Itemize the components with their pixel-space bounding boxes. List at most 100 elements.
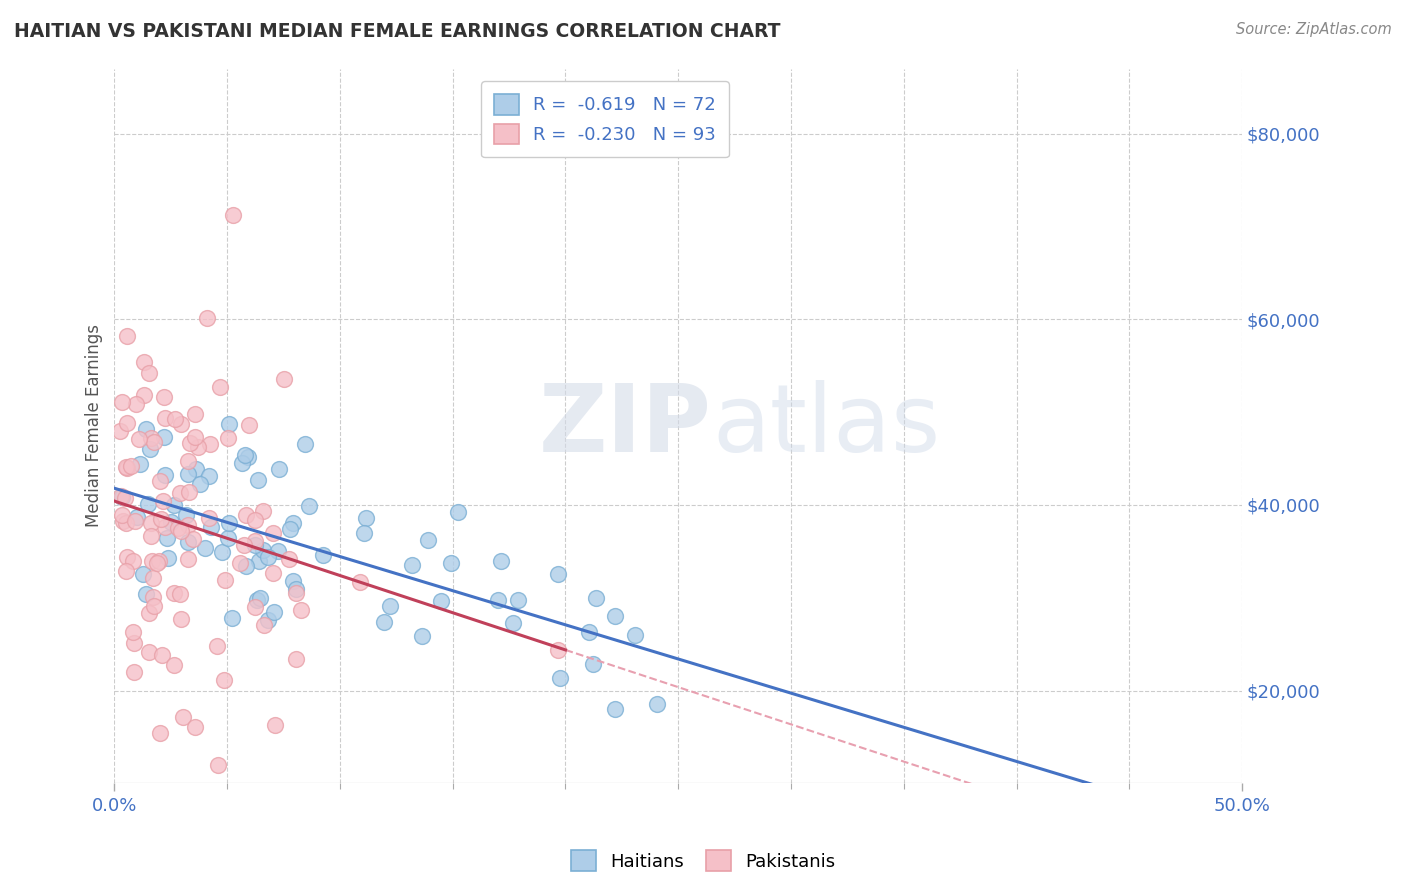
Point — [149, 726, 172, 740]
Point — [149, 474, 172, 488]
Point — [290, 603, 312, 617]
Point — [115, 417, 138, 431]
Point — [249, 591, 271, 606]
Point — [135, 422, 157, 436]
Point — [267, 462, 290, 476]
Point — [197, 468, 219, 483]
Point — [163, 586, 186, 600]
Point — [148, 554, 170, 568]
Point — [198, 511, 221, 525]
Point — [267, 543, 290, 558]
Point — [114, 491, 136, 505]
Point — [115, 460, 138, 475]
Point — [262, 566, 284, 580]
Point — [177, 518, 200, 533]
Point — [128, 432, 150, 446]
Point — [139, 516, 162, 531]
Point — [411, 629, 433, 643]
Point — [243, 538, 266, 552]
Point — [132, 566, 155, 581]
Point — [122, 625, 145, 640]
Point — [138, 366, 160, 380]
Point — [502, 615, 524, 630]
Point — [235, 558, 257, 573]
Point — [243, 599, 266, 614]
Point — [354, 510, 377, 524]
Point — [217, 532, 239, 546]
Point — [585, 591, 607, 606]
Point — [418, 533, 440, 547]
Point — [135, 586, 157, 600]
Point — [194, 541, 217, 555]
Point — [277, 552, 299, 566]
Point — [243, 534, 266, 549]
Point — [170, 417, 193, 431]
Point — [163, 411, 186, 425]
Point — [115, 328, 138, 343]
Point — [174, 508, 197, 523]
Point — [284, 652, 307, 666]
Point — [145, 556, 167, 570]
Point — [245, 513, 267, 527]
Point — [246, 592, 269, 607]
Point — [257, 613, 280, 627]
Point — [198, 437, 221, 451]
Point — [262, 525, 284, 540]
Point — [353, 526, 375, 541]
Point — [138, 645, 160, 659]
Point — [163, 657, 186, 672]
Point — [142, 570, 165, 584]
Point — [128, 457, 150, 471]
Point — [200, 520, 222, 534]
Point — [603, 702, 626, 716]
Point — [217, 431, 239, 445]
Text: ZIP: ZIP — [540, 380, 711, 472]
Point — [124, 514, 146, 528]
Point — [169, 486, 191, 500]
Point — [183, 407, 205, 421]
Point — [252, 503, 274, 517]
Point — [284, 586, 307, 600]
Point — [153, 390, 176, 404]
Point — [170, 612, 193, 626]
Point — [114, 564, 136, 578]
Point — [252, 543, 274, 558]
Point — [624, 628, 647, 642]
Text: atlas: atlas — [711, 380, 941, 472]
Point — [122, 636, 145, 650]
Point — [547, 566, 569, 581]
Point — [349, 575, 371, 590]
Point — [281, 516, 304, 530]
Point — [125, 396, 148, 410]
Point — [486, 593, 509, 607]
Point — [263, 605, 285, 619]
Point — [430, 593, 453, 607]
Point — [181, 532, 204, 546]
Point — [188, 477, 211, 491]
Point — [121, 554, 143, 568]
Point — [111, 508, 134, 523]
Point — [603, 609, 626, 624]
Point — [111, 514, 134, 528]
Legend: R =  -0.619   N = 72, R =  -0.230   N = 93: R = -0.619 N = 72, R = -0.230 N = 93 — [481, 81, 728, 157]
Point — [177, 453, 200, 467]
Point — [187, 440, 209, 454]
Point — [136, 497, 159, 511]
Point — [231, 456, 253, 470]
Point — [143, 434, 166, 449]
Point — [150, 648, 173, 663]
Point — [548, 671, 571, 685]
Point — [214, 573, 236, 587]
Point — [127, 510, 149, 524]
Point — [150, 512, 173, 526]
Point — [108, 424, 131, 438]
Point — [177, 535, 200, 549]
Point — [373, 615, 395, 630]
Point — [153, 411, 176, 425]
Point — [142, 591, 165, 605]
Point — [207, 757, 229, 772]
Text: Source: ZipAtlas.com: Source: ZipAtlas.com — [1236, 22, 1392, 37]
Point — [170, 524, 193, 539]
Point — [281, 574, 304, 588]
Point — [114, 516, 136, 531]
